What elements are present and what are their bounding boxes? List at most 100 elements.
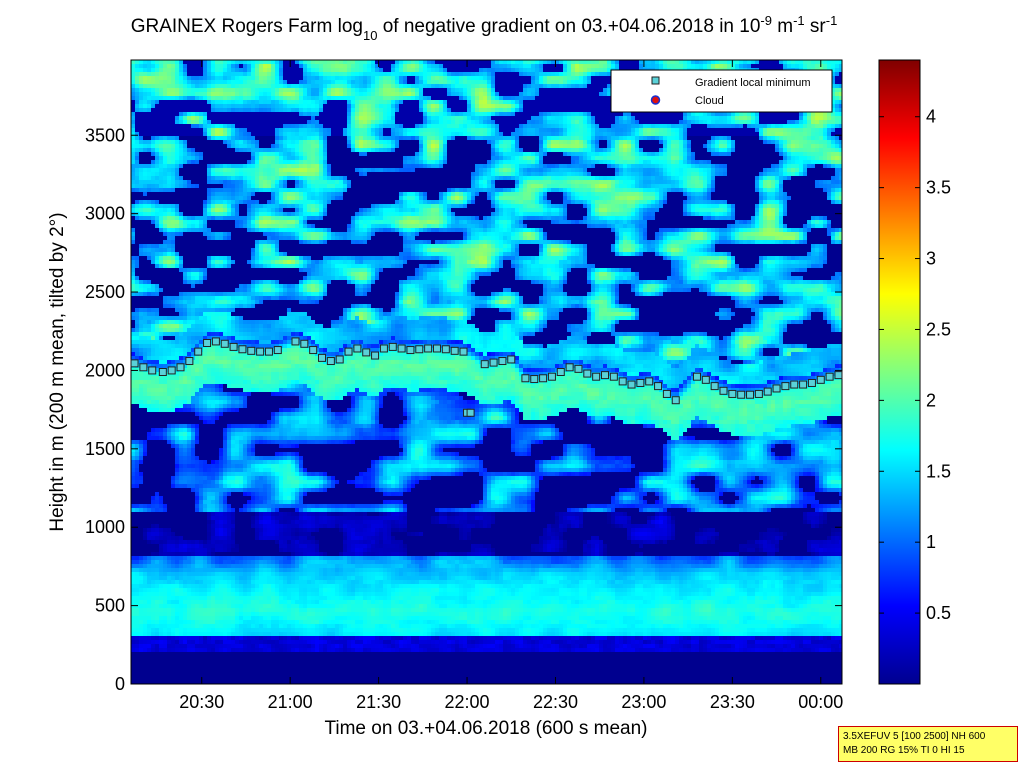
heatmap-cell (155, 532, 159, 536)
heatmap-cell (227, 508, 231, 512)
heatmap-cell (287, 160, 291, 164)
heatmap-cell (291, 556, 295, 560)
heatmap-cell (259, 508, 263, 512)
heatmap-cell (131, 116, 135, 120)
heatmap-cell (211, 320, 215, 324)
heatmap-cell (135, 136, 139, 140)
heatmap-cell (287, 236, 291, 240)
heatmap-cell (295, 64, 299, 68)
heatmap-cell (227, 612, 231, 616)
heatmap-cell (263, 252, 267, 256)
heatmap-cell (167, 640, 171, 644)
heatmap-cell (255, 556, 259, 560)
heatmap-cell (247, 448, 251, 452)
heatmap-cell (219, 640, 223, 644)
heatmap-cell (135, 344, 139, 348)
heatmap-cell (199, 280, 203, 284)
heatmap-cell (279, 180, 283, 184)
heatmap-cell (139, 640, 143, 644)
heatmap-cell (219, 480, 223, 484)
heatmap-cell (191, 220, 195, 224)
heatmap-cell (271, 500, 275, 504)
heatmap-cell (131, 464, 135, 468)
heatmap-cell (275, 424, 279, 428)
heatmap-cell (271, 388, 275, 392)
heatmap-cell (183, 292, 187, 296)
heatmap-cell (195, 480, 199, 484)
heatmap-cell (263, 504, 267, 508)
heatmap-cell (239, 612, 243, 616)
heatmap-cell (195, 484, 199, 488)
heatmap-cell (271, 252, 275, 256)
heatmap-cell (159, 560, 163, 564)
heatmap-cell (259, 604, 263, 608)
heatmap-cell (195, 472, 199, 476)
heatmap-cell (287, 640, 291, 644)
heatmap-cell (275, 60, 279, 64)
heatmap-cell (195, 372, 199, 376)
heatmap-cell (179, 128, 183, 132)
heatmap-cell (215, 112, 219, 116)
heatmap-cell (171, 176, 175, 180)
heatmap-cell (251, 212, 255, 216)
heatmap-cell (199, 464, 203, 468)
heatmap-cell (223, 296, 227, 300)
heatmap-cell (159, 60, 163, 64)
heatmap-cell (147, 504, 151, 508)
heatmap-cell (131, 80, 135, 84)
heatmap-cell (299, 436, 303, 440)
heatmap-cell (219, 596, 223, 600)
heatmap-cell (211, 300, 215, 304)
heatmap-cell (147, 616, 151, 620)
heatmap-cell (227, 92, 231, 96)
heatmap-cell (163, 332, 167, 336)
heatmap-cell (135, 168, 139, 172)
heatmap-cell (247, 584, 251, 588)
heatmap-cell (159, 608, 163, 612)
heatmap-cell (167, 324, 171, 328)
heatmap-cell (263, 96, 267, 100)
heatmap-cell (191, 540, 195, 544)
heatmap-cell (215, 464, 219, 468)
heatmap-cell (279, 360, 283, 364)
heatmap-cell (283, 408, 287, 412)
heatmap-cell (163, 208, 167, 212)
heatmap-cell (159, 508, 163, 512)
heatmap-cell (215, 364, 219, 368)
heatmap-cell (183, 332, 187, 336)
heatmap-cell (291, 128, 295, 132)
heatmap-cell (243, 60, 247, 64)
heatmap-cell (243, 456, 247, 460)
heatmap-cell (227, 404, 231, 408)
heatmap-cell (163, 508, 167, 512)
heatmap-cell (139, 396, 143, 400)
heatmap-cell (295, 184, 299, 188)
heatmap-cell (207, 644, 211, 648)
heatmap-cell (271, 620, 275, 624)
heatmap-cell (135, 64, 139, 68)
heatmap-cell (291, 428, 295, 432)
heatmap-cell (295, 612, 299, 616)
heatmap-cell (243, 328, 247, 332)
heatmap-cell (187, 352, 191, 356)
heatmap-cell (167, 392, 171, 396)
heatmap-cell (299, 644, 303, 648)
heatmap-cell (175, 216, 179, 220)
heatmap-cell (171, 228, 175, 232)
heatmap-cell (263, 188, 267, 192)
heatmap-cell (231, 212, 235, 216)
heatmap-cell (275, 628, 279, 632)
heatmap-cell (207, 100, 211, 104)
heatmap-cell (183, 384, 187, 388)
heatmap-cell (231, 360, 235, 364)
heatmap-cell (147, 148, 151, 152)
heatmap-cell (207, 336, 211, 340)
heatmap-cell (243, 332, 247, 336)
heatmap-cell (295, 388, 299, 392)
heatmap-cell (207, 508, 211, 512)
heatmap-cell (267, 172, 271, 176)
heatmap-cell (259, 92, 263, 96)
heatmap-cell (275, 144, 279, 148)
heatmap-cell (187, 132, 191, 136)
heatmap-cell (239, 172, 243, 176)
